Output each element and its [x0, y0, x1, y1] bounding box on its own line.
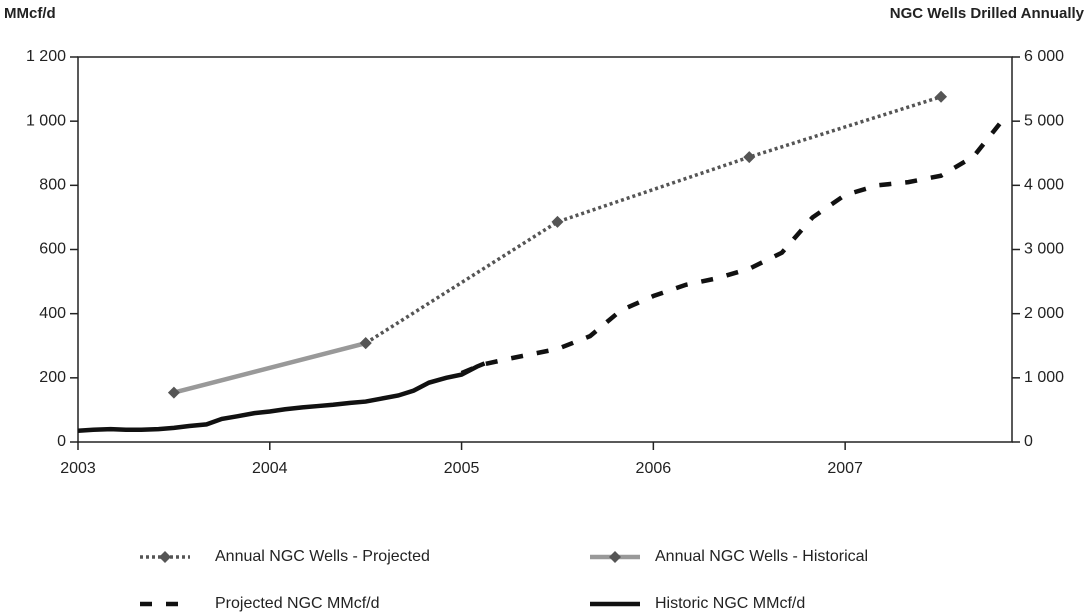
- y2-tick-label: 5 000: [1024, 112, 1064, 129]
- y-tick-label: 0: [57, 433, 66, 450]
- legend-marker: [159, 551, 171, 563]
- marker: [935, 90, 948, 103]
- x-tick-label: 2005: [444, 460, 480, 477]
- x-tick-label: 2006: [636, 460, 672, 477]
- y2-tick-label: 3 000: [1024, 241, 1064, 258]
- legend-label: Annual NGC Wells - Projected: [215, 548, 430, 565]
- legend-label: Annual NGC Wells - Historical: [655, 548, 868, 565]
- marker: [743, 151, 756, 164]
- x-tick-label: 2003: [60, 460, 96, 477]
- series-line: [364, 95, 942, 345]
- marker: [359, 337, 372, 350]
- plot-frame: [77, 56, 1013, 443]
- marker: [167, 386, 180, 399]
- legend-label: Projected NGC MMcf/d: [215, 595, 379, 612]
- legend-label: Historic NGC MMcf/d: [655, 595, 805, 612]
- y-tick-label: 600: [39, 241, 66, 258]
- legend-marker: [609, 551, 621, 563]
- series-line: [77, 361, 486, 434]
- y2-tick-label: 4 000: [1024, 177, 1064, 194]
- y-tick-label: 800: [39, 177, 66, 194]
- y-tick-label: 400: [39, 305, 66, 322]
- series-line: [173, 341, 367, 395]
- y2-tick-label: 1 000: [1024, 369, 1064, 386]
- x-tick-label: 2004: [252, 460, 288, 477]
- series-line: [460, 116, 1007, 376]
- y-tick-label: 200: [39, 369, 66, 386]
- y-axis-label: MMcf/d: [4, 5, 56, 22]
- y-tick-label: 1 200: [26, 48, 66, 65]
- marker: [551, 215, 564, 228]
- x-tick-label: 2007: [827, 460, 863, 477]
- y2-tick-label: 6 000: [1024, 48, 1064, 65]
- y-tick-label: 1 000: [26, 112, 66, 129]
- y2-tick-label: 0: [1024, 433, 1033, 450]
- y2-axis-label: NGC Wells Drilled Annually: [890, 5, 1085, 22]
- y2-tick-label: 2 000: [1024, 305, 1064, 322]
